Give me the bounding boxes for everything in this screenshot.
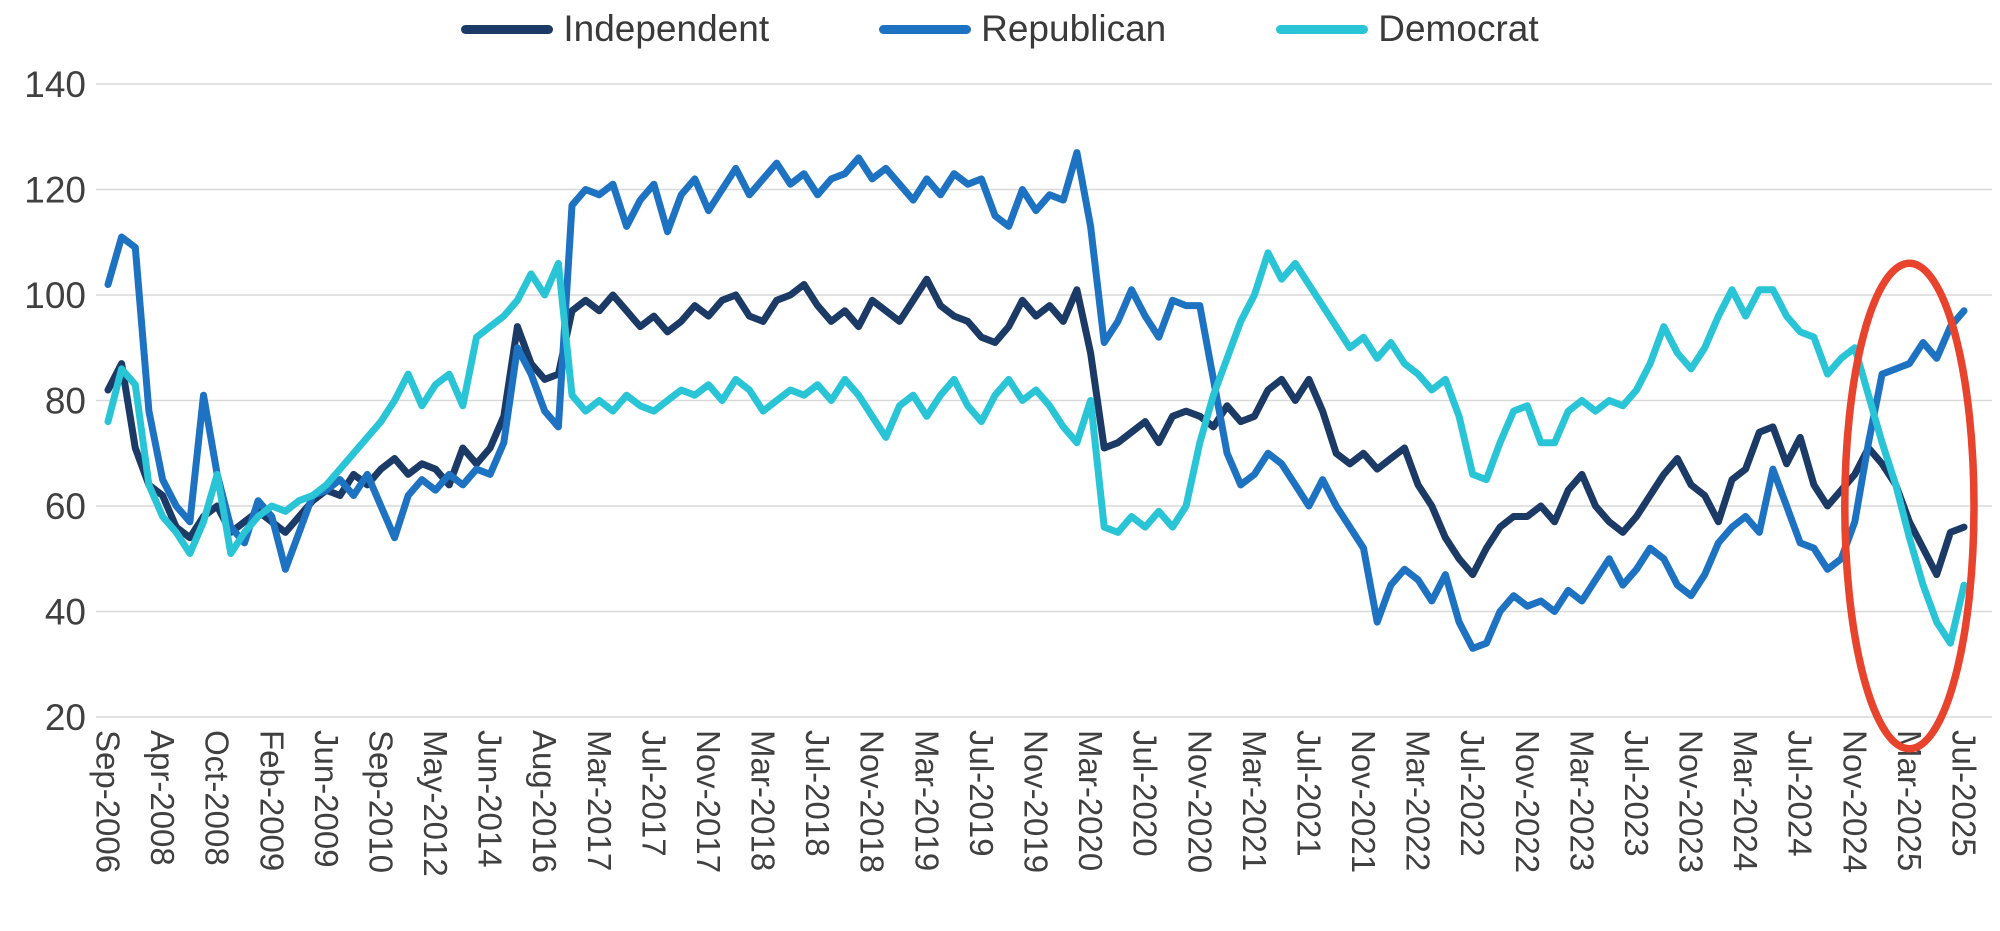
x-axis-tick-label: Nov-2024 xyxy=(1836,730,1873,873)
y-axis-tick-label: 140 xyxy=(24,64,86,105)
series-lines xyxy=(104,149,1968,652)
y-axis-tick-label: 100 xyxy=(24,275,86,316)
x-axis-tick-label: Jul-2017 xyxy=(635,730,672,857)
x-axis-tick-label: Aug-2016 xyxy=(526,730,563,873)
x-axis-tick-label: Sep-2006 xyxy=(90,730,127,873)
x-axis-tick-label: Oct-2008 xyxy=(199,730,236,866)
x-axis-tick-label: Jun-2014 xyxy=(472,730,509,868)
x-axis-tick-label: May-2012 xyxy=(417,730,454,877)
x-axis-tick-label: Nov-2023 xyxy=(1673,730,1710,873)
x-axis-tick-label: Nov-2020 xyxy=(1181,730,1218,873)
legend-swatch-democrat xyxy=(1276,24,1369,34)
legend-item-independent: Independent xyxy=(461,8,769,50)
x-axis-tick-label: Jul-2025 xyxy=(1946,730,1983,857)
y-axis-tick-label: 80 xyxy=(45,381,86,422)
x-axis-labels: Sep-2006 Apr-2008 Oct-2008 Feb-2009 Jun-2009… xyxy=(90,730,1983,877)
legend-label-republican: Republican xyxy=(981,8,1167,49)
x-axis-tick-label: Sep-2010 xyxy=(362,730,399,873)
x-axis-tick-label: Nov-2019 xyxy=(1018,730,1055,873)
x-axis-tick-label: Jul-2024 xyxy=(1782,730,1819,857)
x-axis-tick-label: Jul-2019 xyxy=(963,730,1000,857)
legend-item-democrat: Democrat xyxy=(1276,8,1539,50)
x-axis-tick-label: Mar-2022 xyxy=(1400,730,1437,871)
x-axis-tick-label: Jul-2021 xyxy=(1290,730,1327,857)
x-axis-tick-label: Apr-2008 xyxy=(144,730,181,866)
legend-swatch-republican xyxy=(879,24,972,34)
legend-label-democrat: Democrat xyxy=(1378,8,1539,49)
y-axis-tick-label: 40 xyxy=(45,592,86,633)
x-axis-tick-label: Mar-2017 xyxy=(581,730,618,871)
x-axis-tick-label: Nov-2021 xyxy=(1345,730,1382,873)
annotation-layer xyxy=(1841,259,1978,753)
series-line-republican xyxy=(104,149,1968,652)
gridlines xyxy=(96,83,1992,718)
x-axis-tick-label: Mar-2021 xyxy=(1236,730,1273,871)
legend-item-republican: Republican xyxy=(879,8,1166,50)
x-axis-tick-label: Nov-2018 xyxy=(854,730,891,873)
x-axis-tick-label: Mar-2018 xyxy=(745,730,782,871)
x-axis-tick-label: Nov-2017 xyxy=(690,730,727,873)
legend-label-independent: Independent xyxy=(563,8,770,49)
x-axis-tick-label: Jul-2020 xyxy=(1127,730,1164,857)
chart-legend: Independent Republican Democrat xyxy=(0,8,2000,50)
y-axis-tick-label: 20 xyxy=(45,697,86,738)
x-axis-tick-label: Mar-2020 xyxy=(1072,730,1109,871)
x-axis-tick-label: Mar-2019 xyxy=(908,730,945,871)
series-line-independent xyxy=(104,275,1968,579)
x-axis-tick-label: Nov-2022 xyxy=(1509,730,1546,873)
x-axis-tick-label: Mar-2023 xyxy=(1563,730,1600,871)
y-axis-tick-label: 120 xyxy=(24,170,86,211)
x-axis-tick-label: Jun-2009 xyxy=(308,730,345,868)
highlight-ellipse-annotation xyxy=(1841,259,1978,753)
y-axis-labels: 20 40 60 80 100 120 140 xyxy=(24,64,86,738)
x-axis-tick-label: Jul-2023 xyxy=(1618,730,1655,857)
series-line-democrat xyxy=(104,249,1968,647)
legend-swatch-independent xyxy=(461,24,554,34)
x-axis-tick-label: Feb-2009 xyxy=(253,730,290,871)
x-axis-tick-label: Mar-2024 xyxy=(1727,730,1764,871)
x-axis-tick-label: Jul-2022 xyxy=(1454,730,1491,857)
y-axis-tick-label: 60 xyxy=(45,486,86,527)
x-axis-tick-label: Jul-2018 xyxy=(799,730,836,857)
x-axis-tick-label: Mar-2025 xyxy=(1891,730,1928,871)
